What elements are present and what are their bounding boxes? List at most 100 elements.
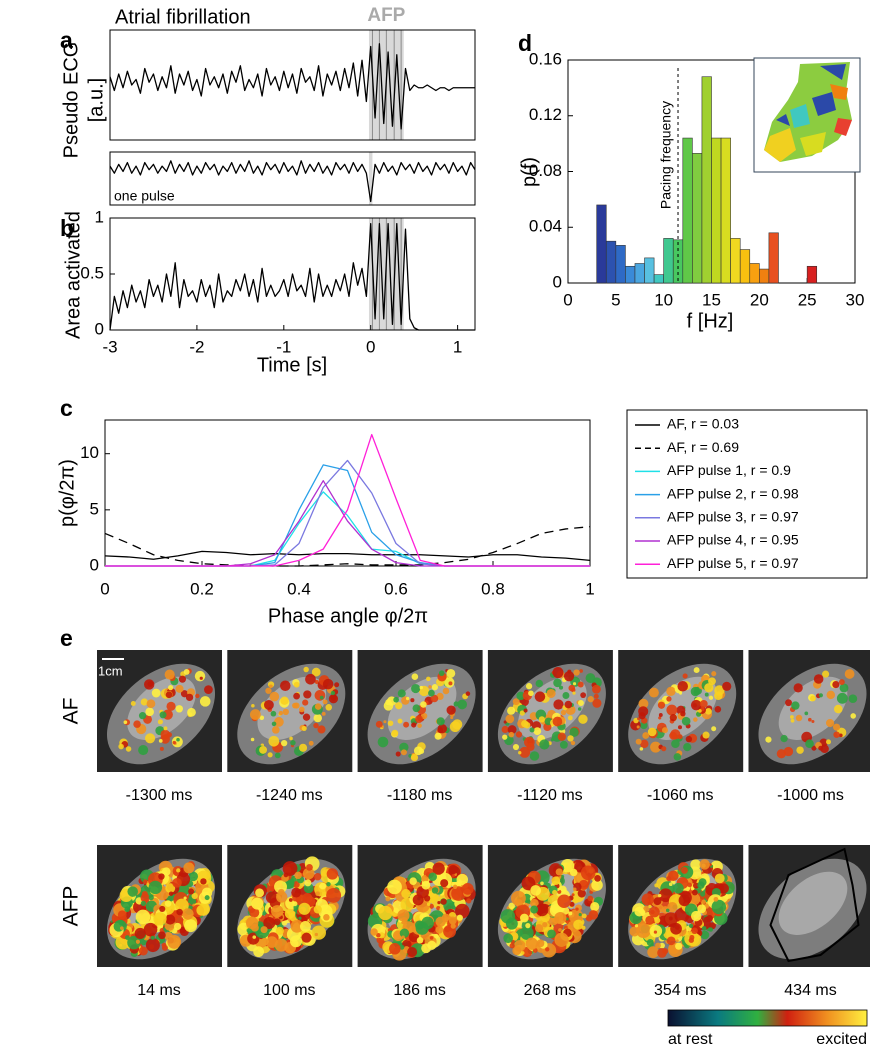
activation-spot [657,948,667,958]
activation-spot [593,693,599,699]
activation-spot [302,699,309,706]
activation-spot [552,889,558,896]
activation-spot [704,692,709,697]
activation-spot [271,905,284,918]
activation-spot [505,714,515,724]
activation-spot [437,724,448,734]
activation-spot [700,930,710,940]
colorbar [667,1009,868,1027]
activation-spot [554,932,569,947]
activation-spot [578,913,582,917]
y-tick-label: 0 [553,272,562,291]
inset-patch [834,118,852,136]
activation-spot [282,861,298,876]
activation-spot [708,677,716,686]
activation-spot [661,746,667,752]
panel-label: d [518,30,532,56]
activation-spot [446,668,456,678]
activation-spot [165,914,176,925]
activation-spot [158,931,166,940]
activation-spot [790,715,794,719]
histogram-bar [644,257,655,284]
panel-label: a [60,27,73,53]
activation-spot [280,680,291,692]
colorbar-label: excited [816,1031,867,1048]
activation-spot [811,719,815,723]
activation-spot [790,718,795,723]
activation-spot [833,704,843,714]
activation-spot [519,746,531,758]
histogram-bar [596,204,607,284]
axes-frame [109,29,476,141]
activation-spot [168,891,174,896]
activation-spot [319,884,323,888]
activation-spot [173,922,182,931]
activation-spot [395,751,401,757]
activation-spot [546,688,556,699]
activation-spot [848,694,858,704]
histogram-bar [759,268,770,284]
activation-spot [270,710,277,717]
activation-spot [204,685,213,695]
activation-spot [681,867,688,874]
activation-spot [639,747,644,751]
activation-spot [303,666,309,673]
activation-spot [577,700,584,706]
activation-spot [176,737,180,742]
histogram-bar [806,265,818,284]
activation-spot [179,926,187,934]
activation-spot [289,736,293,741]
activation-spot [838,679,845,685]
activation-spot [134,927,146,939]
activation-spot [640,721,648,730]
activation-spot [645,915,655,925]
activation-spot [125,746,132,752]
histogram-bar [663,238,674,284]
activation-spot [151,688,161,698]
activation-spot [451,873,456,878]
activation-spot [701,926,707,931]
activation-spot [378,905,393,921]
activation-spot [294,871,302,880]
histogram-bar [615,245,626,284]
time-label: 100 ms [263,982,315,999]
activation-spot [558,685,564,690]
panel-label: e [60,625,73,651]
activation-spot [572,691,576,695]
activation-spot [691,927,698,935]
activation-spot [434,933,439,939]
activation-spot [785,699,792,707]
x-tick-label: 1 [585,579,594,598]
activation-spot [503,720,507,724]
scale-bar-label: 1cm [98,663,123,678]
activation-spot [305,673,316,685]
activation-spot [569,901,575,907]
activation-spot [430,694,439,703]
activation-spot [299,706,305,713]
activation-spot [411,722,417,728]
activation-spot [657,701,666,709]
activation-spot [565,917,569,921]
time-label: 268 ms [524,982,576,999]
activation-spot [668,882,673,887]
activation-spot [638,698,649,709]
activation-spot [178,675,187,683]
activation-spot [165,883,176,894]
activation-spot [161,942,167,948]
activation-spot [568,911,573,916]
activation-spot [658,893,662,898]
activation-spot [714,706,722,713]
activation-spot [127,886,138,897]
activation-spot [685,735,693,743]
activation-spot [389,943,401,955]
y-tick-label: 0 [95,319,104,338]
y-tick-label: 0.12 [529,105,562,124]
legend-label: AFP pulse 4, r = 0.95 [667,532,799,548]
activation-spot [579,669,583,673]
activation-spot [560,709,567,716]
activation-spot [452,884,458,889]
activation-spot [839,683,849,693]
activation-spot [314,932,319,937]
activation-spot [292,901,298,907]
activation-spot [449,721,461,733]
